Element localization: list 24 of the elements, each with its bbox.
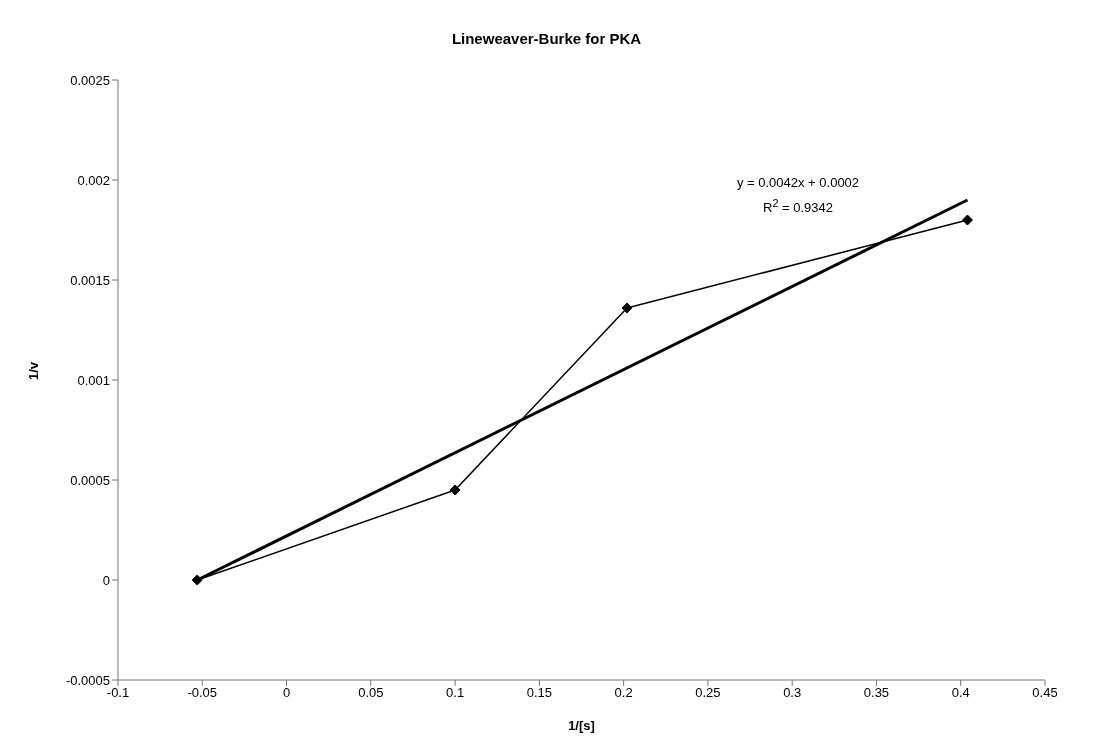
y-tick-label: 0.0005: [70, 472, 110, 488]
y-tick-label: 0.001: [77, 372, 110, 388]
x-axis-title: 1/[s]: [568, 718, 595, 733]
y-axis-title: 1/v: [25, 361, 41, 380]
x-tick-label: 0.35: [863, 685, 890, 701]
x-tick-label: 0.15: [526, 685, 553, 701]
annotation: y = 0.0042x + 0.0002: [735, 174, 861, 192]
x-tick-label: -0.05: [187, 685, 218, 701]
x-tick-label: -0.1: [106, 685, 130, 701]
x-tick-label: 0.45: [1032, 685, 1058, 701]
annotation: R$^{2}$ = 0.9342: [762, 196, 834, 218]
x-tick-label: 0.4: [951, 685, 970, 701]
y-tick-label: 0: [102, 572, 110, 588]
x-tick-label: 0.3: [783, 685, 802, 701]
y-tick-label: 0.0015: [70, 272, 110, 288]
y-tick-label: 0.0025: [70, 72, 110, 88]
x-tick-label: 0.2: [614, 685, 633, 701]
y-tick-label: 0.002: [77, 172, 110, 188]
x-tick-label: 0.25: [695, 685, 721, 701]
x-tick-label: 0: [282, 685, 291, 701]
y-tick-label: -0.0005: [65, 672, 110, 688]
x-tick-label: 0.1: [446, 685, 465, 701]
x-tick-label: 0.05: [358, 685, 384, 701]
chart-title: Lineweaver-Burke for PKA: [450, 29, 643, 49]
